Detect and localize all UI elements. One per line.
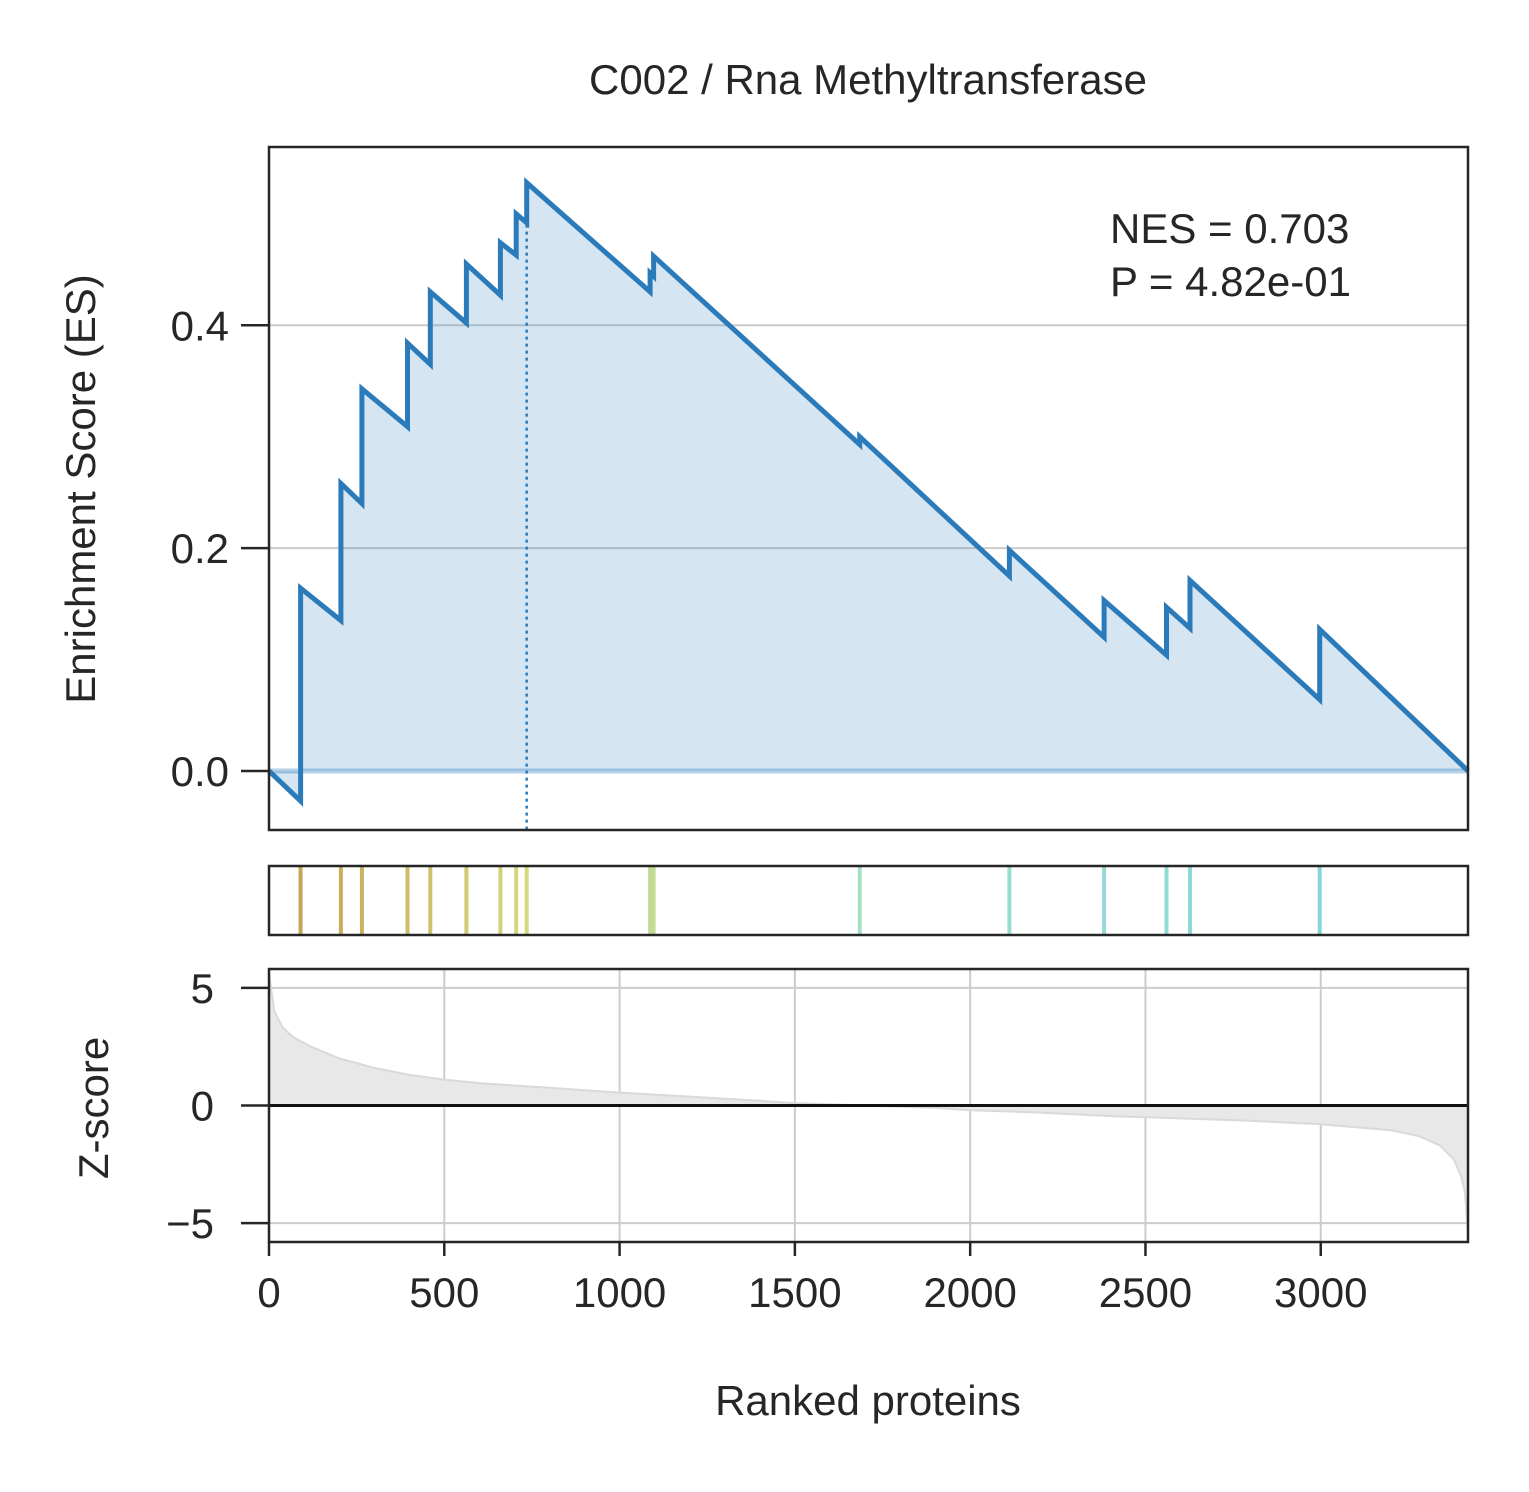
zscore-x-tick-label: 3000: [1274, 1269, 1367, 1316]
zscore-y-tick-label: −5: [166, 1200, 214, 1247]
zscore-x-tick-label: 1500: [748, 1269, 841, 1316]
zscore-x-tick-label: 2500: [1099, 1269, 1192, 1316]
nes-annotation: NES = 0.703: [1110, 205, 1349, 252]
p-value-annotation: P = 4.82e-01: [1110, 258, 1351, 305]
zscore-y-tick-label: 0: [191, 1083, 214, 1130]
zscore-y-axis-label: Z-score: [70, 1037, 117, 1179]
es-running-sum-line: [267, 177, 1470, 807]
enrichment-score-panel: 0.0 0.2 0.4 Enrichment Score (ES) NES = 0.…: [57, 145, 1470, 832]
es-y-tick-label: 0.2: [171, 525, 229, 572]
zscore-x-tick-label: 2000: [923, 1269, 1016, 1316]
es-y-axis-label: Enrichment Score (ES): [57, 274, 104, 703]
es-y-tick-label: 0.4: [171, 302, 229, 349]
zscore-x-tick-label: 1000: [573, 1269, 666, 1316]
zscore-y-tick-label: 5: [191, 965, 214, 1012]
rug-panel-frame: [267, 864, 1470, 937]
zscore-panel: 5 0 −5 0 500 1000 1500 2000 2500 3000 Z-score Ra…: [70, 965, 1470, 1424]
zscore-x-axis: 0 500 1000 1500 2000 2500 3000: [257, 1242, 1367, 1316]
zscore-x-tick-label: 0: [257, 1269, 280, 1316]
zscore-y-axis: 5 0 −5: [166, 965, 269, 1247]
es-y-tick-label: 0.0: [171, 748, 229, 795]
es-panel-frame: [267, 145, 1470, 832]
chart-title: C002 / Rna Methyltransferase: [589, 56, 1147, 103]
hit-rug-panel: [267, 864, 1470, 937]
zscore-x-tick-label: 500: [409, 1269, 479, 1316]
x-axis-label: Ranked proteins: [715, 1377, 1021, 1424]
hit-rug-lines: [298, 866, 1322, 935]
es-y-axis: 0.0 0.2 0.4: [171, 302, 269, 795]
